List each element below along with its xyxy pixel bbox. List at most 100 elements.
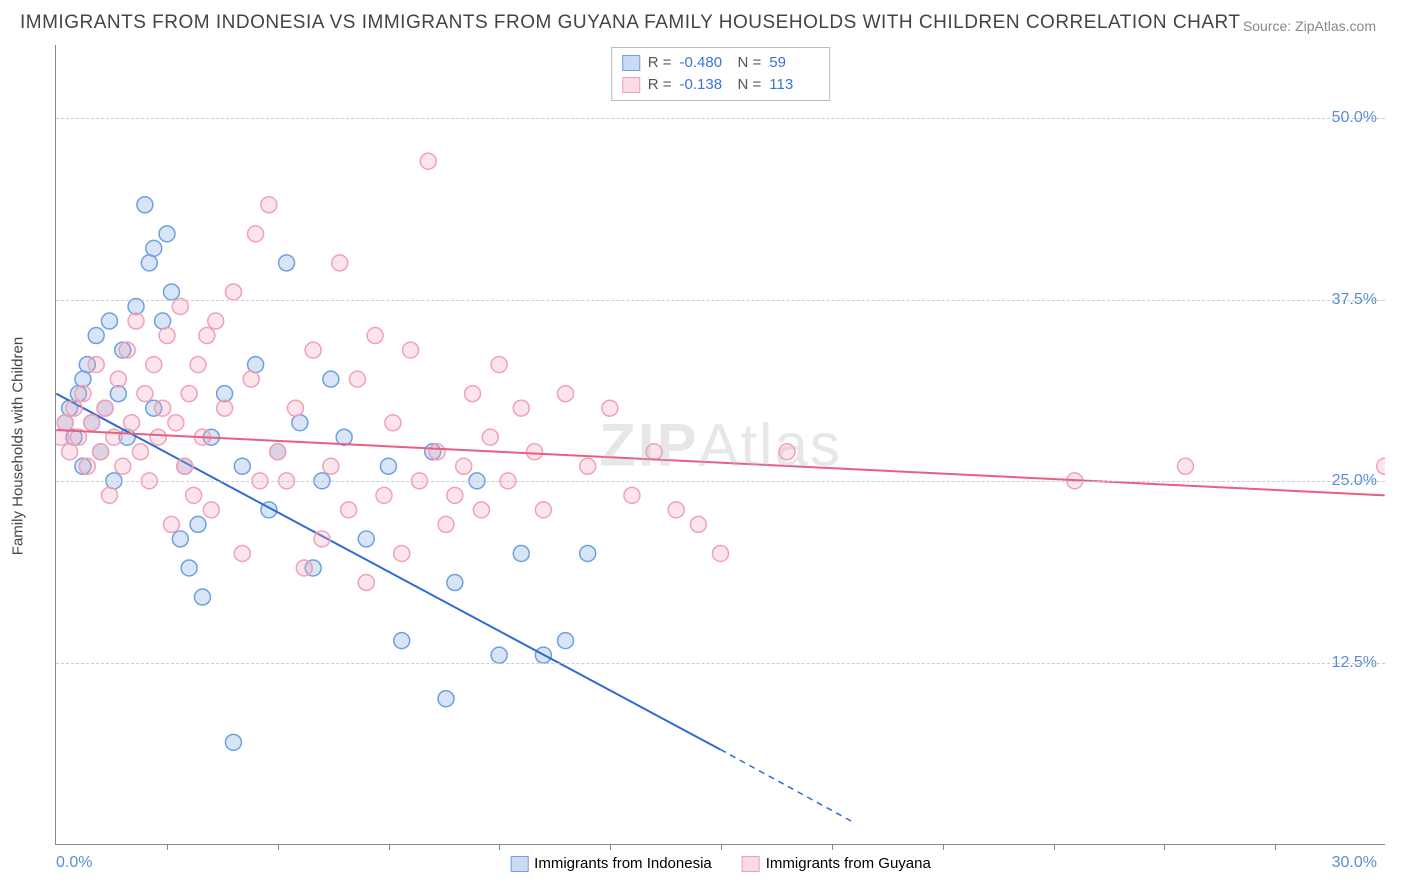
data-point — [163, 284, 179, 300]
chart-plot-area: ZIPAtlas R = -0.480 N = 59 R = -0.138 N … — [55, 45, 1385, 845]
data-point — [155, 400, 171, 416]
x-tick — [610, 844, 611, 850]
data-point — [132, 444, 148, 460]
data-point — [535, 502, 551, 518]
data-point — [177, 458, 193, 474]
chart-title: IMMIGRANTS FROM INDONESIA VS IMMIGRANTS … — [20, 12, 1241, 34]
data-point — [119, 342, 135, 358]
y-tick-label: 50.0% — [1332, 109, 1377, 127]
x-axis-max-label: 30.0% — [1332, 854, 1377, 872]
data-point — [482, 429, 498, 445]
legend-label-guyana: Immigrants from Guyana — [766, 855, 931, 872]
data-point — [66, 400, 82, 416]
data-point — [447, 487, 463, 503]
data-point — [57, 415, 73, 431]
r-value-guyana: -0.138 — [680, 74, 730, 96]
regression-extrapolation — [721, 750, 854, 823]
y-tick-label: 37.5% — [1332, 291, 1377, 309]
data-point — [349, 371, 365, 387]
data-point — [172, 531, 188, 547]
data-point — [624, 487, 640, 503]
x-tick — [721, 844, 722, 850]
data-point — [456, 458, 472, 474]
data-point — [234, 545, 250, 561]
data-point — [513, 545, 529, 561]
data-point — [110, 371, 126, 387]
data-point — [602, 400, 618, 416]
data-point — [690, 516, 706, 532]
data-point — [172, 299, 188, 315]
swatch-indonesia-icon — [510, 856, 528, 872]
gridline — [56, 300, 1385, 301]
data-point — [168, 415, 184, 431]
data-point — [62, 444, 78, 460]
data-point — [287, 400, 303, 416]
data-point — [243, 371, 259, 387]
legend-row-indonesia: R = -0.480 N = 59 — [622, 52, 820, 74]
data-point — [225, 734, 241, 750]
data-point — [248, 357, 264, 373]
data-point — [88, 328, 104, 344]
data-point — [323, 371, 339, 387]
data-point — [779, 444, 795, 460]
legend-item-guyana: Immigrants from Guyana — [742, 855, 931, 872]
data-point — [1377, 458, 1385, 474]
data-point — [56, 429, 69, 445]
data-point — [194, 589, 210, 605]
correlation-legend: R = -0.480 N = 59 R = -0.138 N = 113 — [611, 47, 831, 101]
data-point — [137, 386, 153, 402]
data-point — [208, 313, 224, 329]
data-point — [199, 328, 215, 344]
data-point — [305, 342, 321, 358]
y-tick-label: 25.0% — [1332, 472, 1377, 490]
data-point — [190, 516, 206, 532]
gridline — [56, 663, 1385, 664]
data-point — [110, 386, 126, 402]
data-point — [88, 357, 104, 373]
data-point — [234, 458, 250, 474]
data-point — [181, 386, 197, 402]
data-point — [336, 429, 352, 445]
data-point — [380, 458, 396, 474]
y-tick-label: 12.5% — [1332, 654, 1377, 672]
data-point — [79, 458, 95, 474]
source-attribution: Source: ZipAtlas.com — [1243, 18, 1376, 34]
legend-item-indonesia: Immigrants from Indonesia — [510, 855, 712, 872]
data-point — [146, 240, 162, 256]
data-point — [101, 487, 117, 503]
data-point — [358, 575, 374, 591]
data-point — [141, 255, 157, 271]
n-value-guyana: 113 — [769, 74, 819, 96]
data-point — [159, 226, 175, 242]
data-point — [385, 415, 401, 431]
data-point — [203, 502, 219, 518]
data-point — [128, 313, 144, 329]
data-point — [137, 197, 153, 213]
data-point — [558, 633, 574, 649]
x-tick — [167, 844, 168, 850]
data-point — [513, 400, 529, 416]
data-point — [323, 458, 339, 474]
x-tick — [943, 844, 944, 850]
data-point — [580, 458, 596, 474]
data-point — [124, 415, 140, 431]
data-point — [146, 357, 162, 373]
data-point — [1177, 458, 1193, 474]
data-point — [296, 560, 312, 576]
data-point — [403, 342, 419, 358]
x-tick — [1164, 844, 1165, 850]
data-point — [376, 487, 392, 503]
data-point — [84, 415, 100, 431]
data-point — [93, 444, 109, 460]
data-point — [465, 386, 481, 402]
data-point — [558, 386, 574, 402]
data-point — [491, 647, 507, 663]
legend-row-guyana: R = -0.138 N = 113 — [622, 74, 820, 96]
data-point — [279, 255, 295, 271]
y-axis-label: Family Households with Children — [10, 337, 27, 555]
data-point — [159, 328, 175, 344]
swatch-guyana-icon — [742, 856, 760, 872]
data-point — [527, 444, 543, 460]
data-point — [713, 545, 729, 561]
data-point — [190, 357, 206, 373]
